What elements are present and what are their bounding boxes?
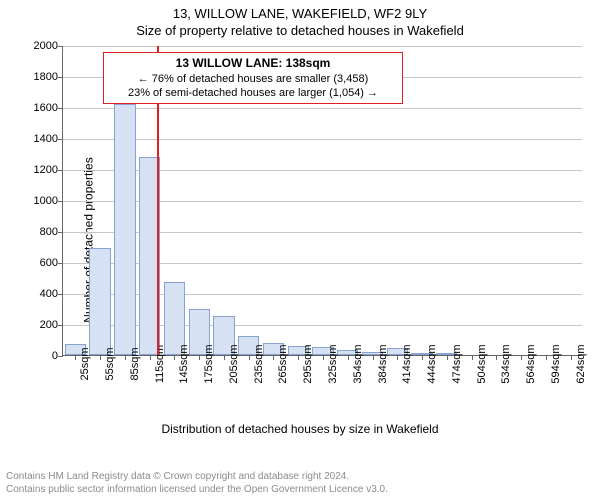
annotation-title: 13 WILLOW LANE: 138sqm — [112, 56, 394, 72]
x-axis-label: Distribution of detached houses by size … — [0, 422, 600, 436]
x-tick-label: 594sqm — [550, 344, 562, 383]
y-tick-label: 800 — [40, 226, 58, 238]
attribution-footer: Contains HM Land Registry data © Crown c… — [6, 471, 388, 496]
x-tick-label: 624sqm — [575, 344, 587, 383]
y-ticks: 0200400600800100012001400160018002000 — [30, 46, 60, 356]
x-tick-label: 354sqm — [352, 344, 364, 383]
y-tick-label: 1800 — [34, 71, 58, 83]
x-tick-label: 564sqm — [525, 344, 537, 383]
x-tick-label: 414sqm — [401, 344, 413, 383]
y-tick-label: 1200 — [34, 164, 58, 176]
y-tick-label: 2000 — [34, 40, 58, 52]
y-tick-label: 1000 — [34, 195, 58, 207]
y-tick-label: 200 — [40, 319, 58, 331]
gridline — [63, 46, 582, 47]
y-tick-label: 600 — [40, 257, 58, 269]
gridline — [63, 108, 582, 109]
y-tick-label: 1600 — [34, 102, 58, 114]
address-title: 13, WILLOW LANE, WAKEFIELD, WF2 9LY — [0, 0, 600, 21]
plot-area: 25sqm55sqm85sqm115sqm145sqm175sqm205sqm2… — [62, 46, 582, 356]
gridline — [63, 139, 582, 140]
footer-line2: Contains public sector information licen… — [6, 484, 388, 497]
histogram-bar — [89, 248, 110, 355]
footer-line1: Contains HM Land Registry data © Crown c… — [6, 471, 388, 484]
histogram-bar — [114, 104, 135, 355]
y-tick-label: 1400 — [34, 133, 58, 145]
annotation-line1: ← 76% of detached houses are smaller (3,… — [112, 72, 394, 86]
annotation-box: 13 WILLOW LANE: 138sqm ← 76% of detached… — [103, 52, 403, 104]
chart-container: Number of detached properties 0200400600… — [0, 40, 600, 440]
x-tick-label: 474sqm — [451, 344, 463, 383]
x-tick-label: 444sqm — [426, 344, 438, 383]
annotation-line2: 23% of semi-detached houses are larger (… — [112, 86, 394, 100]
y-tick-label: 400 — [40, 288, 58, 300]
x-tick-label: 504sqm — [476, 344, 488, 383]
x-tick-label: 534sqm — [500, 344, 512, 383]
